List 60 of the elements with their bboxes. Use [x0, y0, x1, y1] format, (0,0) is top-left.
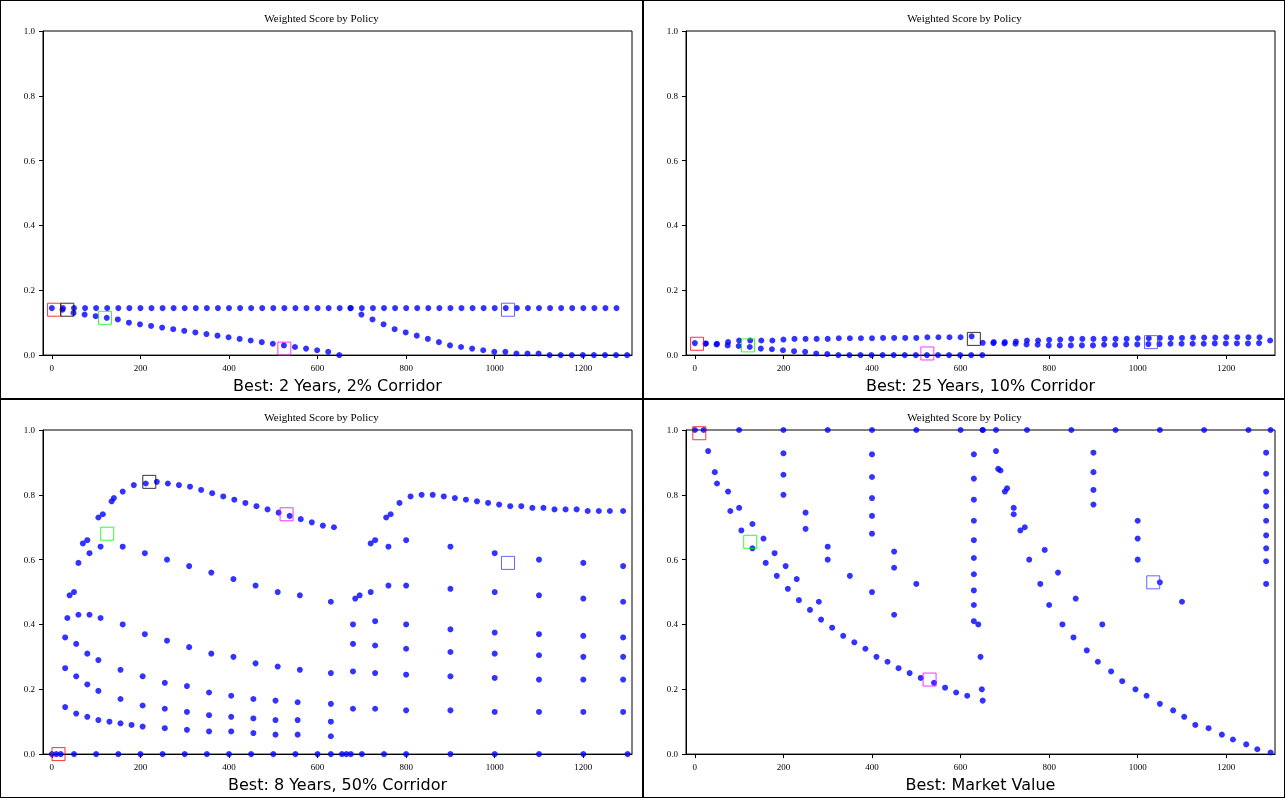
x-axis-title: Best: 2 Years, 2% Corridor	[233, 375, 443, 395]
x-tick-label: 600	[310, 362, 325, 373]
x-tick-label: 1200	[1216, 761, 1236, 772]
y-tick-label: 0.4	[23, 220, 36, 231]
x-axis-title: Best: Market Value	[905, 774, 1055, 794]
x-tick-label: 600	[953, 761, 968, 772]
x-tick-label: 200	[776, 362, 791, 373]
x-axis-title: Best: 25 Years, 10% Corridor	[865, 375, 1096, 395]
y-tick-label: 1.0	[23, 26, 36, 36]
x-tick-label: 200	[133, 761, 148, 772]
y-tick-label: 0.8	[666, 90, 678, 101]
x-tick-label: 800	[1041, 362, 1056, 373]
x-tick-label: 800	[399, 362, 414, 373]
y-tick-label: 0.8	[23, 90, 36, 101]
y-tick-label: 0.4	[666, 220, 678, 231]
x-tick-label: 400	[222, 362, 237, 373]
x-tick-label: 1000	[485, 362, 505, 373]
x-tick-label: 800	[399, 761, 414, 772]
x-tick-label: 1200	[1216, 362, 1236, 373]
x-tick-label: 0	[49, 761, 55, 772]
x-tick-label: 1000	[485, 761, 505, 772]
y-tick-label: 0.2	[23, 285, 35, 296]
x-tick-label: 0	[692, 761, 698, 772]
y-tick-label: 1.0	[23, 425, 36, 435]
y-tick-label: 0.6	[666, 554, 678, 565]
y-tick-label: 0.2	[666, 684, 678, 695]
y-tick-label: 1.0	[666, 425, 678, 435]
y-tick-label: 0.4	[666, 619, 678, 630]
x-tick-label: 1000	[1128, 761, 1147, 772]
y-tick-label: 0.6	[23, 554, 36, 565]
y-tick-label: 0.6	[666, 155, 678, 166]
x-tick-label: 200	[776, 761, 791, 772]
x-tick-label: 800	[1041, 761, 1056, 772]
x-tick-label: 400	[864, 362, 879, 373]
chart-title: Weighted Score by Policy	[906, 410, 1022, 423]
x-tick-label: 1200	[574, 761, 593, 772]
y-tick-label: 0.8	[23, 489, 36, 500]
chart-title: Weighted Score by Policy	[264, 11, 380, 24]
y-tick-label: 0.0	[666, 350, 678, 361]
y-tick-label: 0.6	[23, 155, 36, 166]
y-tick-label: 1.0	[666, 26, 678, 36]
y-tick-label: 0.0	[23, 749, 36, 760]
y-tick-label: 0.8	[666, 489, 678, 500]
x-tick-label: 0	[49, 362, 55, 373]
x-tick-label: 1200	[574, 362, 593, 373]
x-tick-label: 600	[310, 761, 325, 772]
chart-title: Weighted Score by Policy	[264, 410, 380, 423]
y-tick-label: 0.0	[666, 749, 678, 760]
x-tick-label: 400	[864, 761, 879, 772]
x-tick-label: 0	[692, 362, 698, 373]
x-tick-label: 400	[222, 761, 237, 772]
x-tick-label: 1000	[1128, 362, 1147, 373]
y-tick-label: 0.0	[23, 350, 36, 361]
x-axis-title: Best: 8 Years, 50% Corridor	[227, 774, 448, 794]
y-tick-label: 0.2	[666, 285, 678, 296]
x-tick-label: 200	[133, 362, 148, 373]
chart-title: Weighted Score by Policy	[906, 11, 1022, 24]
y-tick-label: 0.4	[23, 619, 36, 630]
y-tick-label: 0.2	[23, 684, 35, 695]
x-tick-label: 600	[953, 362, 968, 373]
